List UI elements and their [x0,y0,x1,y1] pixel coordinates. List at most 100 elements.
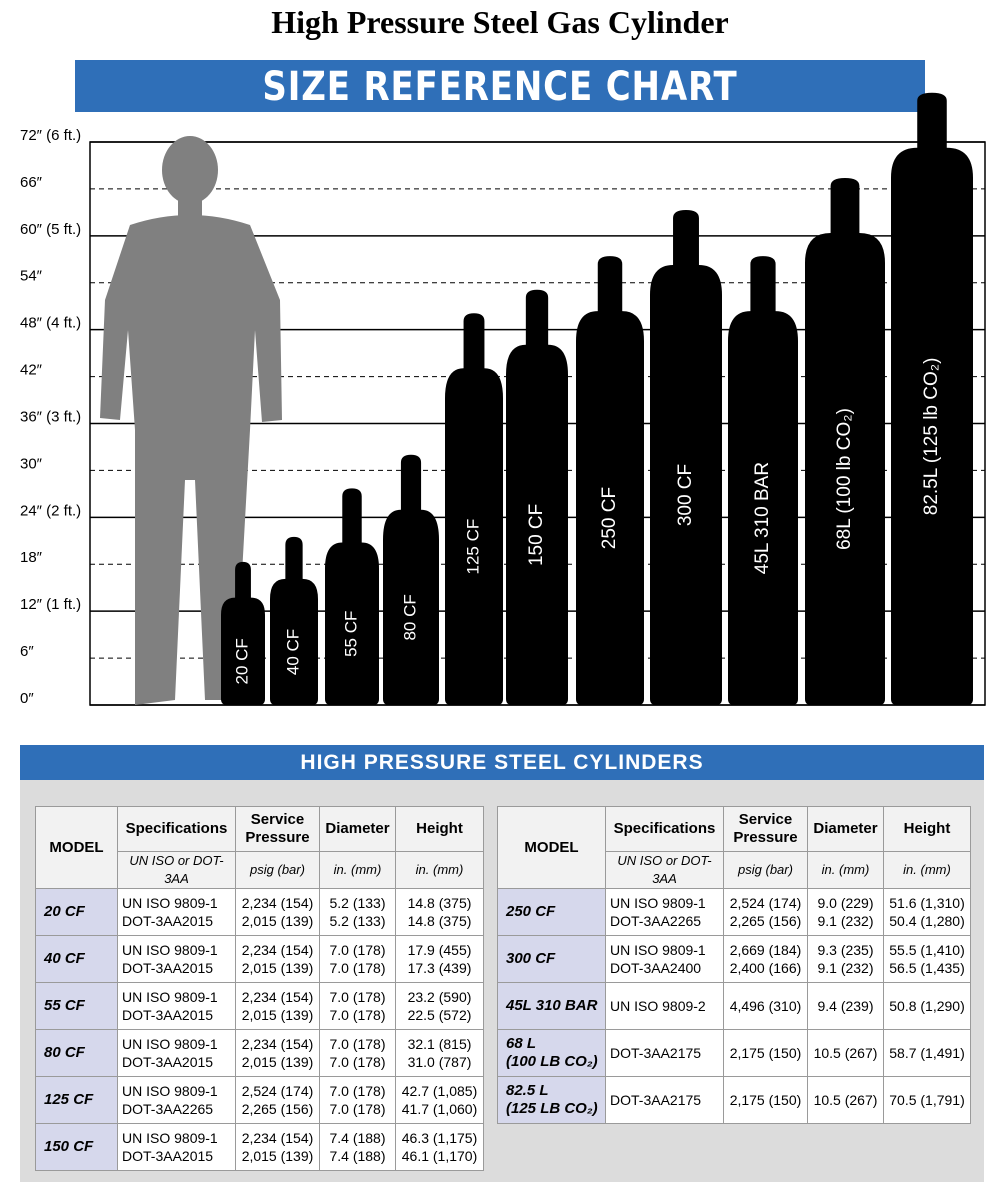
spec-table: MODEL Specifications Service Pressure Diame… [497,806,971,1124]
cell-text: psig (bar) [250,862,305,877]
cell-text: DOT-3AA2015 [122,960,214,976]
cell-text: 7.0 (178) [329,1083,386,1099]
cell-text: Specifications [613,820,716,837]
cell-text: 58.7 (1,491) [889,1045,965,1061]
cell-text: Service Pressure [733,811,798,846]
data-row: 40 CF UN ISO 9809-1 DOT-3AA2015 2,234 (154)… [35,935,484,983]
table-cell: UN ISO 9809-1 DOT-3AA2400 [605,935,724,983]
cell-text: 9.4 (239) [817,998,874,1014]
cell-text: 9.3 (235) [817,942,874,958]
cell-text: 125 CF [44,1091,94,1108]
cylinder [650,210,722,705]
cell-text: UN ISO or DOT-3AA [129,853,224,886]
cell-text: 55.5 (1,410) [889,942,965,958]
data-row: 80 CF UN ISO 9809-1 DOT-3AA2015 2,234 (154)… [35,1029,484,1077]
cell-text: DOT-3AA2175 [610,1092,702,1108]
table-cell: 9.0 (229) 9.1 (232) [807,888,884,936]
y-tick-label: 54″ [20,268,43,285]
table-cell: 2,234 (154) 2,015 (139) [235,982,320,1030]
table-cell: 250 CF [497,888,606,936]
data-row: 68 L (100 LB CO₂) DOT-3AA2175 2,175 (150) 10… [497,1029,971,1077]
cell-text: 2,234 (154) [241,1130,314,1146]
cell-text: 7.4 (188) [329,1148,386,1164]
y-tick-label: 18″ [20,549,43,566]
table-cell: 70.5 (1,791) [883,1076,971,1124]
cylinder [576,256,644,705]
cell-text: 2,234 (154) [241,942,314,958]
cell-text: 150 CF [44,1138,94,1155]
cell-text: DOT-3AA2400 [610,960,702,976]
cylinder-label: 150 CF [526,504,547,566]
cell-text: 7.0 (178) [329,1036,386,1052]
table-cell: 2,669 (184) 2,400 (166) [723,935,808,983]
cell-text: 2,669 (184) [729,942,802,958]
cell-text: 14.8 (375) [407,913,472,929]
cell-text: DOT-3AA2015 [122,1007,214,1023]
cell-text: 9.1 (232) [817,913,874,929]
cylinder-label: 125 CF [463,519,482,575]
table-cell: 40 CF [35,935,118,983]
table-cell: 4,496 (310) [723,982,808,1030]
unit-header: in. (mm) [883,851,971,889]
unit-header: in. (mm) [319,851,396,889]
table-cell: 150 CF [35,1123,118,1171]
table-cell: UN ISO 9809-1 DOT-3AA2015 [117,935,236,983]
cell-text: 7.0 (178) [329,960,386,976]
table-banner: HIGH PRESSURE STEEL CYLINDERS [20,745,984,780]
units-row: UN ISO or DOT-3AA psig (bar) in. (mm) in. (… [36,851,484,889]
table-area: HIGH PRESSURE STEEL CYLINDERS MODEL Speci… [20,745,984,1182]
table-cell: 7.4 (188) 7.4 (188) [319,1123,396,1171]
table-cell: 300 CF [497,935,606,983]
column-header: Diameter [319,806,396,852]
table-cell: UN ISO 9809-1 DOT-3AA2015 [117,982,236,1030]
table-cell: 20 CF [35,888,118,936]
cell-text: in. (mm) [333,862,382,877]
table-cell: 58.7 (1,491) [883,1029,971,1077]
cell-text: 32.1 (815) [407,1036,472,1052]
cylinder [270,536,318,705]
table-cell: 46.3 (1,175) 46.1 (1,170) [395,1123,484,1171]
table-cell: 32.1 (815) 31.0 (787) [395,1029,484,1077]
table-cell: 80 CF [35,1029,118,1077]
cell-text: 68 L [506,1035,537,1052]
cell-text: 2,265 (156) [241,1101,314,1117]
table-cell: 9.3 (235) 9.1 (232) [807,935,884,983]
cylinder-label: 250 CF [599,487,620,549]
table-cell: 14.8 (375) 14.8 (375) [395,888,484,936]
cell-text: 7.4 (188) [329,1130,386,1146]
column-header: MODEL [497,806,606,889]
table-cell: UN ISO 9809-1 DOT-3AA2015 [117,888,236,936]
unit-header: psig (bar) [235,851,320,889]
cell-text: UN ISO 9809-2 [610,998,706,1014]
cylinder-label: 45L 310 BAR [752,462,773,574]
unit-header: UN ISO or DOT-3AA [605,851,724,889]
column-header: Service Pressure [723,806,808,852]
table-cell: 51.6 (1,310) 50.4 (1,280) [883,888,971,936]
column-header: Height [395,806,484,852]
table-cell: 42.7 (1,085) 41.7 (1,060) [395,1076,484,1124]
data-row: 45L 310 BAR UN ISO 9809-2 4,496 (310) 9.4 (… [497,982,971,1030]
cell-text: psig (bar) [738,862,793,877]
table-cell: 10.5 (267) [807,1029,884,1077]
cell-text: UN ISO 9809-1 [122,1036,218,1052]
table-cell: UN ISO 9809-1 DOT-3AA2265 [605,888,724,936]
column-header: MODEL [35,806,118,889]
data-row: 20 CF UN ISO 9809-1 DOT-3AA2015 2,234 (154)… [35,888,484,936]
data-row: 55 CF UN ISO 9809-1 DOT-3AA2015 2,234 (154)… [35,982,484,1030]
cylinder-label: 80 CF [400,594,419,640]
cylinder [506,289,568,705]
cell-text: in. (mm) [821,862,870,877]
y-tick-label: 12″ (1 ft.) [20,596,81,613]
table-cell: 17.9 (455) 17.3 (439) [395,935,484,983]
cell-text: 7.0 (178) [329,942,386,958]
table-cell: UN ISO 9809-1 DOT-3AA2015 [117,1123,236,1171]
cell-text: DOT-3AA2015 [122,1054,214,1070]
cylinder [445,313,503,705]
chart: 0″ 6″ 12″ (1 ft.) 18″ 24″ (2 ft.) 30″ 36″ (3 f… [20,92,986,707]
table-cell: 7.0 (178) 7.0 (178) [319,1076,396,1124]
table-cell: DOT-3AA2175 [605,1076,724,1124]
cell-text: 2,400 (166) [729,960,802,976]
y-tick-label: 42″ [20,362,43,379]
cell-text: 40 CF [44,950,85,967]
table-cell: 82.5 L (125 LB CO₂) [497,1076,606,1124]
